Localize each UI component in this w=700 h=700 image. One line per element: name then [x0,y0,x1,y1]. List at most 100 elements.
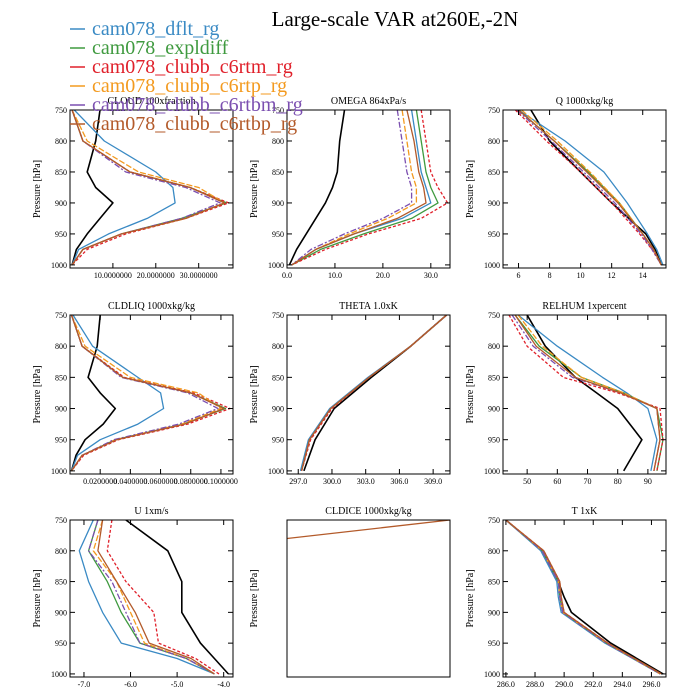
legend-label: cam078_clubb_c6rtp_rg [92,75,287,97]
x-tick-label: 50 [523,477,531,486]
y-axis-label: Pressure [hPa] [465,569,476,627]
y-tick-label: 1000 [484,467,500,476]
y-tick-label: 850 [55,373,67,382]
x-tick-label: 80 [614,477,622,486]
x-tick-label: 8 [548,271,552,280]
series-line [521,110,662,266]
x-tick-label: 60 [553,477,561,486]
x-tick-label: 6 [517,271,521,280]
chart-panel: Q 1000xkg/kg Pressure [hPa] 750 800 850 900 95… [465,96,667,280]
panel-title: Q 1000xkg/kg [556,96,614,107]
panel-title: OMEGA 864xPa/s [331,96,406,107]
plot-frame [286,109,451,269]
legend: cam078_dflt_rgcam078_expldiffcam078_club… [70,18,303,135]
series-line [517,315,661,472]
x-tick-label: 70 [584,477,592,486]
y-tick-label: 1000 [51,261,67,270]
series-line [70,315,165,472]
y-tick-label: 800 [488,547,500,556]
figure-title: Large-scale VAR at260E,-2N [272,7,519,31]
series-line [530,110,663,266]
y-tick-label: 1000 [51,467,67,476]
series-group [288,110,449,266]
series-line [287,520,450,540]
y-axis-label: Pressure [hPa] [249,365,260,423]
series-line [71,110,226,266]
x-tick-label: 0.0 [282,271,292,280]
y-tick-label: 950 [272,230,284,239]
series-line [516,110,662,266]
x-tick-label: 10.0 [328,271,342,280]
series-line [505,520,664,675]
series-line [70,315,227,472]
y-tick-label: 800 [488,137,500,146]
chart-panel: CLOUD 100xfraction Pressure [hPa] 750 800 85… [32,96,234,280]
x-tick-label: 288.0 [526,680,544,689]
series-line [71,110,114,266]
legend-label: cam078_clubb_c6rtbp_rg [92,113,297,135]
panel-title: THETA 1.0xK [339,301,398,312]
series-line [97,520,215,675]
x-tick-label: 0.0400000 [113,477,147,486]
y-tick-label: 950 [55,230,67,239]
y-tick-label: 950 [272,436,284,445]
y-axis-label: Pressure [hPa] [32,160,43,218]
series-line [508,315,664,472]
y-tick-label: 750 [272,106,284,115]
y-axis-label: Pressure [hPa] [249,160,260,218]
x-tick-label: 30.0 [424,271,438,280]
x-tick-label: 14 [639,271,647,280]
series-line [70,315,117,472]
series-group [505,520,664,675]
series-line [70,315,222,472]
y-tick-label: 850 [488,373,500,382]
series-line [300,315,448,472]
series-line [303,315,448,472]
panel-title: U 1xm/s [134,506,168,517]
y-tick-label: 850 [55,168,67,177]
series-line [291,110,413,266]
y-tick-label: 750 [55,516,67,525]
legend-label: cam078_dflt_rg [92,18,219,40]
x-tick-label: 309.0 [424,477,442,486]
panel-title: CLDICE 1000xkg/kg [325,506,411,517]
x-tick-label: -5.0 [171,680,184,689]
series-line [526,315,643,472]
y-tick-label: 950 [488,230,500,239]
series-line [514,315,664,472]
chart-panel: CLDICE 1000xkg/kg Pressure [hPa] [249,506,451,678]
plot-frame [286,314,451,475]
panel-title: CLOUD 100xfraction [107,96,195,107]
y-tick-label: 750 [55,106,67,115]
series-line [291,110,439,266]
y-tick-label: 800 [272,137,284,146]
y-tick-label: 950 [55,639,67,648]
y-tick-label: 1000 [268,467,284,476]
y-tick-label: 800 [55,547,67,556]
chart-panel: RELHUM 1xpercent Pressure [hPa] 750 800 850 9… [465,301,667,486]
series-line [517,315,658,472]
series-line [518,110,662,266]
x-tick-label: 12 [608,271,616,280]
y-tick-label: 850 [272,373,284,382]
y-tick-label: 850 [272,168,284,177]
legend-label: cam078_expldiff [92,37,229,59]
legend-label: cam078_clubb_c6rtm_rg [92,56,293,78]
series-line [299,315,448,472]
series-line [300,315,448,472]
x-tick-label: 0.1000000 [204,477,238,486]
plot-frame [69,519,234,678]
plot-frame [69,109,234,269]
y-tick-label: 750 [272,311,284,320]
x-tick-label: 303.0 [357,477,375,486]
series-line [505,520,662,675]
series-line [78,520,215,675]
y-tick-label: 900 [272,405,284,414]
x-tick-label: 30.0000000 [180,271,218,280]
plot-frame [286,519,451,678]
y-tick-label: 1000 [484,670,500,679]
series-line [300,315,448,472]
x-tick-label: 20.0000000 [137,271,175,280]
